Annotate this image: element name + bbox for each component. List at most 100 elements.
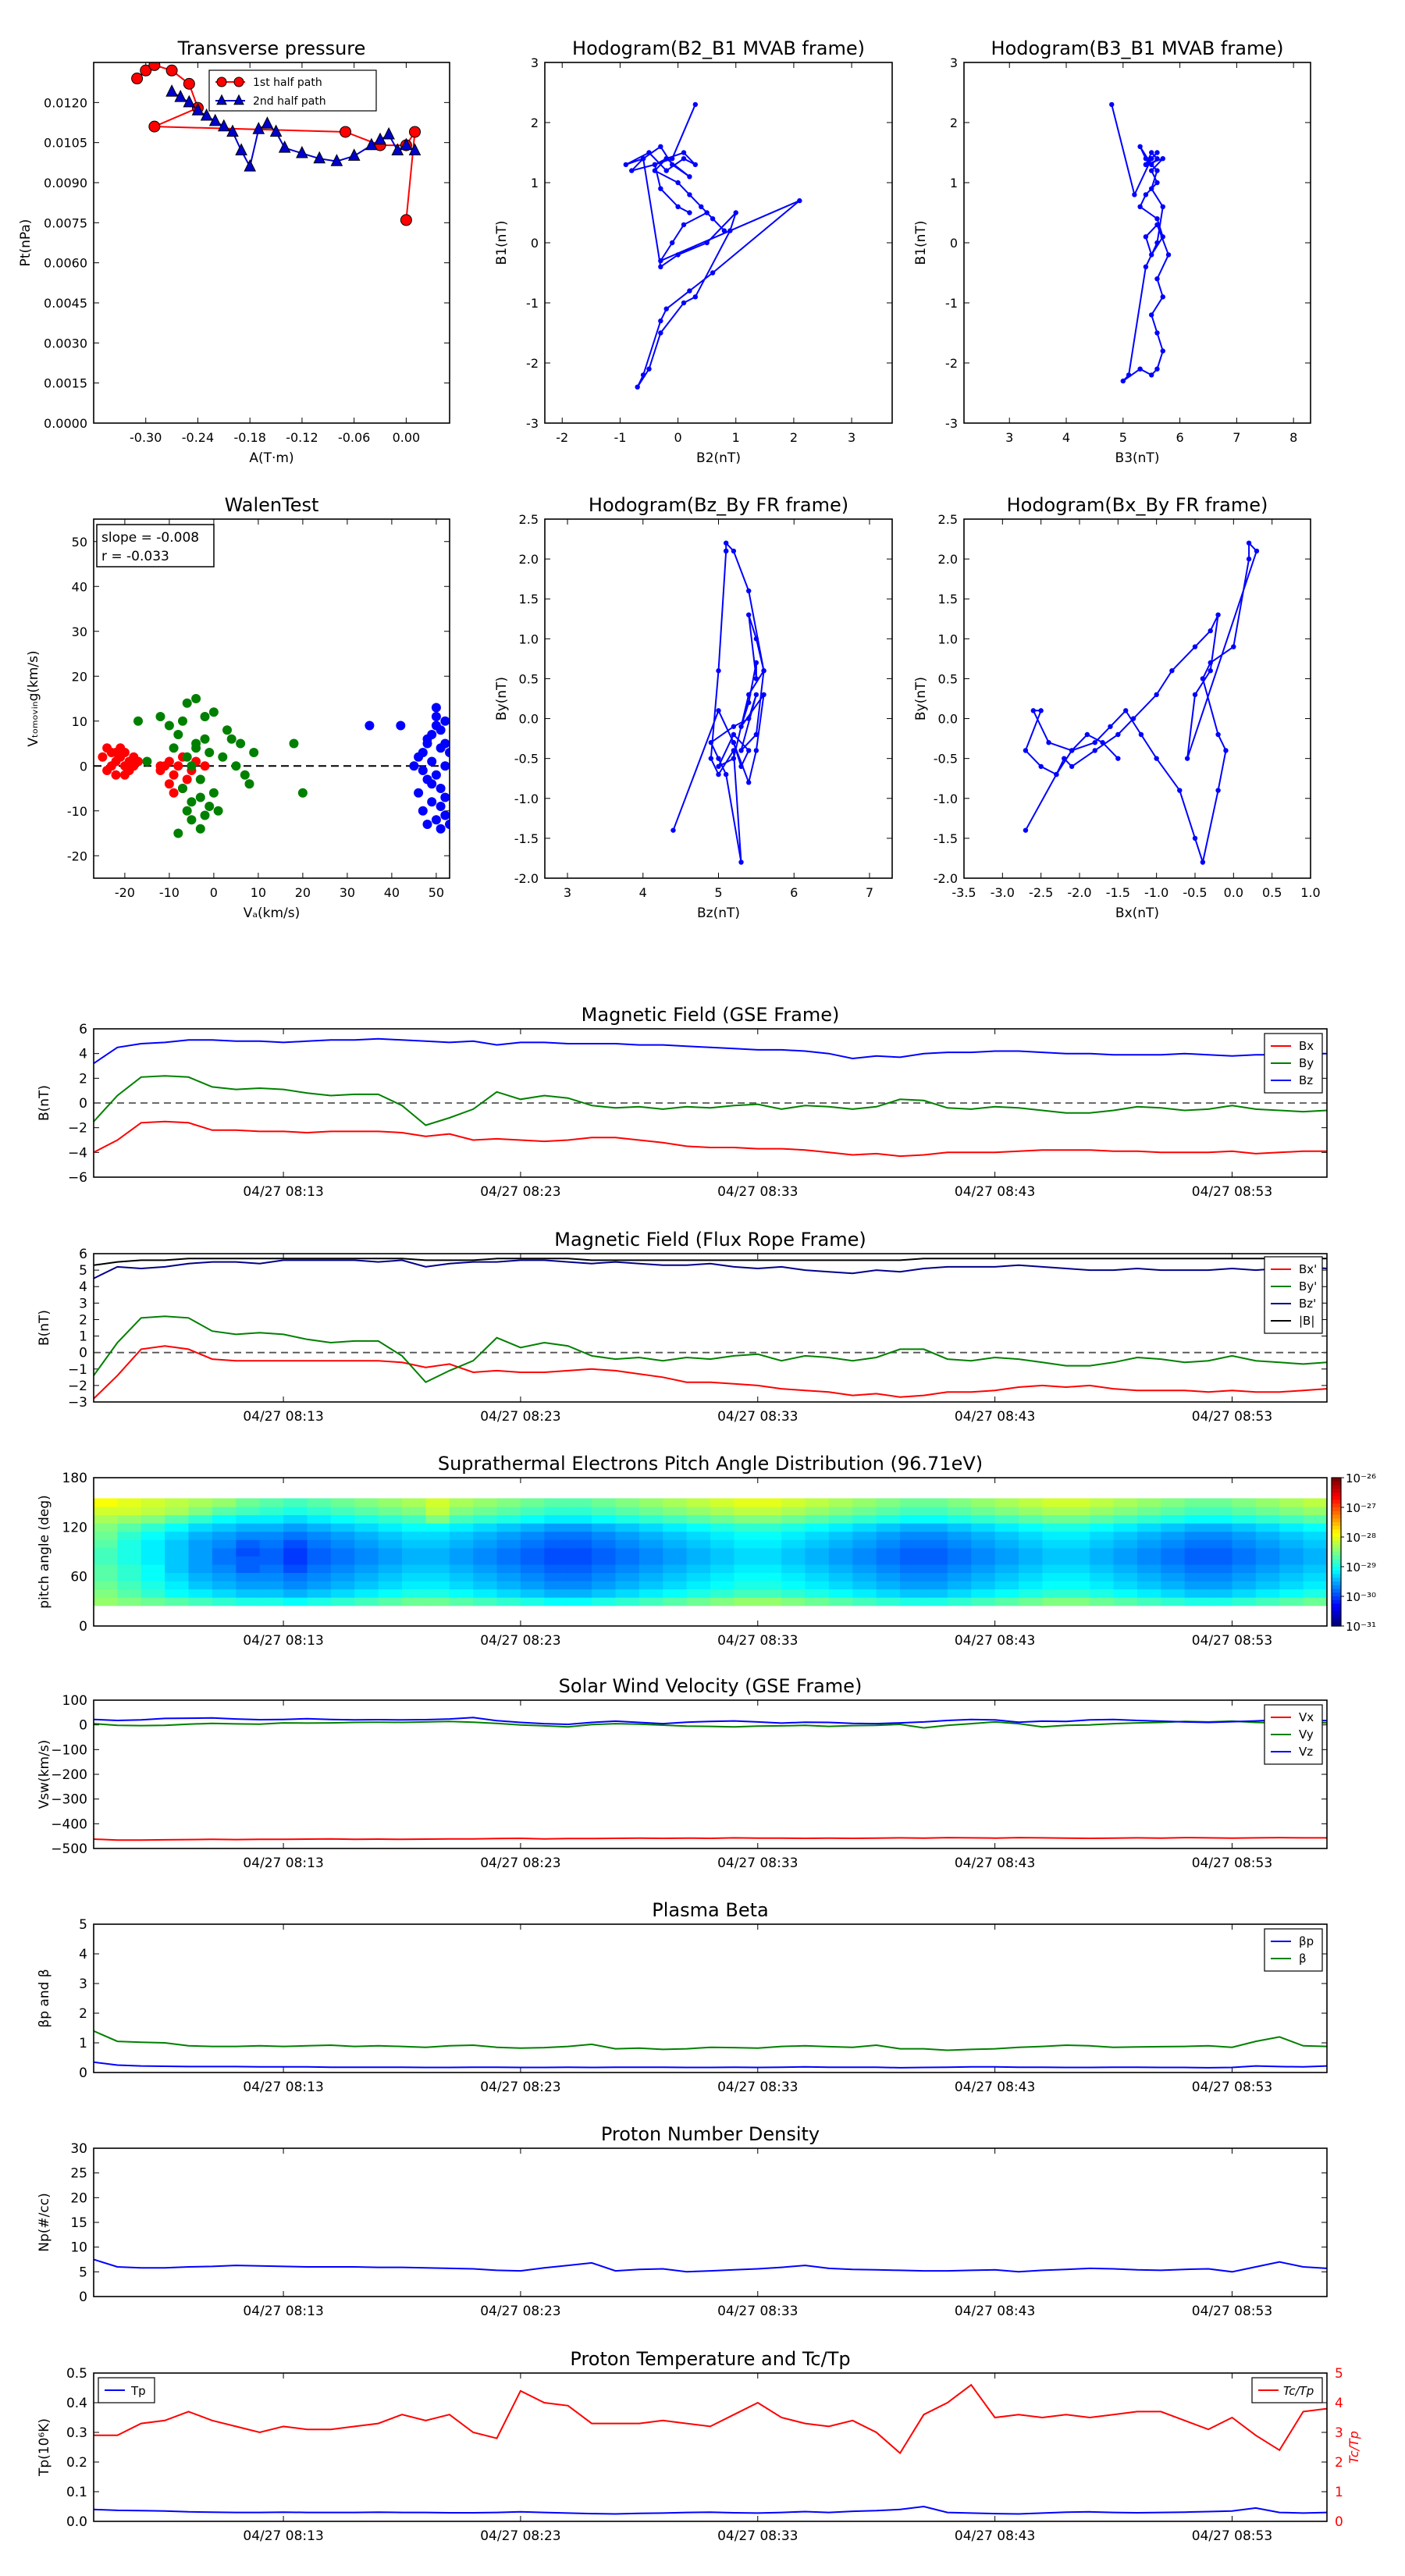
heatmap-cell: [307, 1589, 332, 1598]
data-point: [731, 756, 737, 761]
heatmap-cell: [354, 1506, 379, 1516]
scatter-point-2: [427, 797, 437, 807]
heatmap-cell: [165, 1580, 190, 1590]
x-tick-label: 8: [1289, 430, 1297, 445]
heatmap-cell: [710, 1547, 735, 1557]
heatmap-cell: [734, 1556, 759, 1565]
heatmap-cell: [923, 1531, 948, 1540]
plot-area: [94, 694, 450, 838]
heatmap-cell: [283, 1572, 308, 1582]
heatmap-cell: [805, 1539, 830, 1549]
heatmap-cell: [473, 1523, 498, 1532]
heatmap-cell: [496, 1589, 521, 1598]
colorbar-tick-label: 10⁻²⁶: [1346, 1471, 1376, 1485]
heatmap-cell: [1184, 1498, 1209, 1507]
x-tick-label: 04/27 08:13: [243, 2304, 323, 2319]
data-point: [1143, 162, 1149, 168]
axes-frame: [544, 518, 893, 879]
chart-title: Suprathermal Electrons Pitch Angle Distr…: [438, 1453, 983, 1475]
heatmap-cell: [1279, 1564, 1304, 1573]
data-point: [1062, 756, 1067, 761]
heatmap-cell: [1161, 1556, 1186, 1565]
heatmap-cell: [781, 1498, 806, 1507]
heatmap-cell: [615, 1498, 640, 1507]
y-tick-label: 0: [531, 236, 539, 251]
axes-frame: [93, 1923, 1328, 2073]
heatmap-cell: [686, 1597, 711, 1606]
data-point: [1160, 204, 1165, 209]
heatmap-cell: [1184, 1514, 1209, 1524]
data-point: [148, 120, 161, 133]
x-tick-label: 04/27 08:13: [243, 1633, 323, 1649]
heatmap-cell: [734, 1564, 759, 1573]
heatmap-cell: [449, 1498, 474, 1507]
heatmap-cell: [1232, 1498, 1257, 1507]
heatmap-cell: [520, 1514, 545, 1524]
y-right-tick-label: 5: [1335, 2366, 1343, 2382]
data-point: [340, 126, 352, 138]
x-tick-label: -2.0: [1067, 885, 1091, 900]
x-tick-label: 20: [295, 885, 311, 900]
data-point: [745, 699, 752, 706]
heatmap-cell: [828, 1523, 853, 1532]
heatmap-cell: [663, 1547, 688, 1557]
plot-area: [94, 2258, 1327, 2273]
heatmap-cell: [994, 1589, 1019, 1598]
data-point: [1231, 644, 1236, 649]
data-point: [1123, 708, 1129, 713]
heatmap-cell: [1136, 1514, 1161, 1524]
data-point: [669, 156, 675, 162]
scatter-point-1: [249, 748, 259, 757]
heatmap-cell: [1113, 1556, 1138, 1565]
data-point: [1126, 372, 1132, 378]
legend-label: Tc/Tp: [1283, 2384, 1314, 2398]
x-axis-label: Vₐ(km/s): [244, 906, 301, 921]
data-point: [1160, 294, 1165, 300]
data-point: [753, 748, 759, 753]
heatmap-cell: [1113, 1498, 1138, 1507]
heatmap-cell: [1161, 1539, 1186, 1549]
heatmap-cell: [259, 1498, 284, 1507]
y-tick-label: −200: [51, 1767, 87, 1783]
x-tick-label: -1.0: [1144, 885, 1168, 900]
heatmap-cell: [117, 1556, 142, 1565]
heatmap-cell: [805, 1597, 830, 1606]
chart-title: Hodogram(B3_B1 MVAB frame): [991, 37, 1284, 59]
x-tick-label: 04/27 08:43: [955, 1856, 1035, 1871]
plot-area: [94, 1498, 1327, 1606]
heatmap-cell: [805, 1506, 830, 1516]
heatmap-cell: [117, 1506, 142, 1516]
heatmap-cell: [567, 1547, 592, 1557]
data-point: [716, 668, 721, 674]
heatmap-cell: [876, 1547, 901, 1557]
heatmap-cell: [994, 1597, 1019, 1606]
data-point: [652, 168, 658, 173]
heatmap-cell: [592, 1589, 617, 1598]
heatmap-cell: [1255, 1564, 1280, 1573]
scatter-point-2: [440, 810, 450, 820]
heatmap-cell: [900, 1514, 925, 1524]
heatmap-cell: [663, 1506, 688, 1516]
heatmap-cell: [236, 1498, 261, 1507]
data-point: [623, 162, 629, 168]
heatmap-cell: [615, 1514, 640, 1524]
y-tick-label: 15: [70, 2215, 87, 2231]
heatmap-cell: [1136, 1531, 1161, 1540]
heatmap-cell: [236, 1523, 261, 1532]
heatmap-cell: [1279, 1498, 1304, 1507]
heatmap-cell: [1184, 1564, 1209, 1573]
y-axis-label: Np(#/cc): [37, 2193, 52, 2251]
heatmap-cell: [947, 1589, 972, 1598]
data-point: [233, 76, 244, 87]
heatmap-cell: [473, 1539, 498, 1549]
legend-label: 2nd half path: [253, 95, 326, 108]
data-point: [681, 222, 687, 228]
heatmap-cell: [473, 1556, 498, 1565]
heatmap-cell: [947, 1547, 972, 1557]
colorbar-segment: [1332, 1570, 1341, 1575]
data-point: [1069, 763, 1075, 770]
colorbar-segment: [1332, 1522, 1341, 1527]
x-tick-label: 50: [429, 885, 444, 900]
heatmap-cell: [757, 1531, 782, 1540]
heatmap-cell: [1113, 1523, 1138, 1532]
